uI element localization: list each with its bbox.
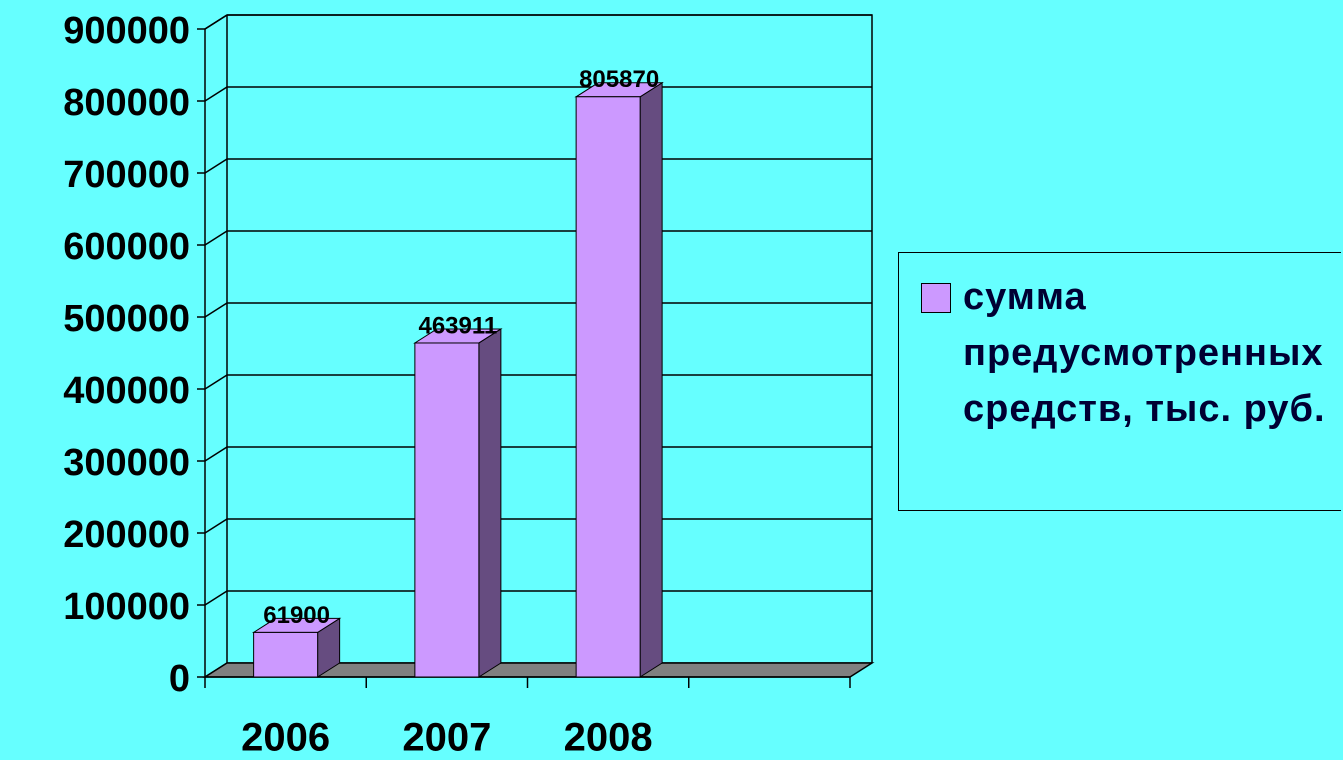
y-tick-label: 700000 [63,154,190,196]
x-tick-label: 2008 [564,716,653,760]
value-label: 805870 [579,66,659,93]
grid-line [204,302,228,318]
grid-line [204,518,228,534]
bar [575,96,641,678]
y-tick-label: 0 [169,658,190,700]
y-tick-label: 200000 [63,514,190,556]
grid-line [204,86,228,102]
legend-label: сумма предусмотренных средств, тыс. руб. [963,276,1326,430]
bar-side [639,81,663,678]
grid-line [204,14,228,30]
y-tick-label: 500000 [63,298,190,340]
y-tick-label: 300000 [63,442,190,484]
wall [204,14,873,663]
legend: сумма предусмотренных средств, тыс. руб. [898,252,1341,511]
grid-line [204,446,228,462]
legend-swatch [921,283,951,313]
x-tick-label: 2006 [241,716,330,760]
grid-line [204,590,228,606]
y-tick-label: 600000 [63,226,190,268]
value-label: 463911 [418,312,497,339]
x-tick-label: 2007 [402,716,491,760]
value-label: 61900 [263,602,330,629]
grid-line [204,158,228,174]
y-tick-label: 100000 [63,586,190,628]
y-tick-label: 800000 [63,82,190,124]
y-tick-label: 400000 [63,370,190,412]
y-tick-label: 900000 [63,10,190,52]
bar-side [478,328,502,678]
grid-line [204,230,228,246]
bar [253,631,319,678]
bar [414,342,480,678]
grid-line [204,374,228,390]
